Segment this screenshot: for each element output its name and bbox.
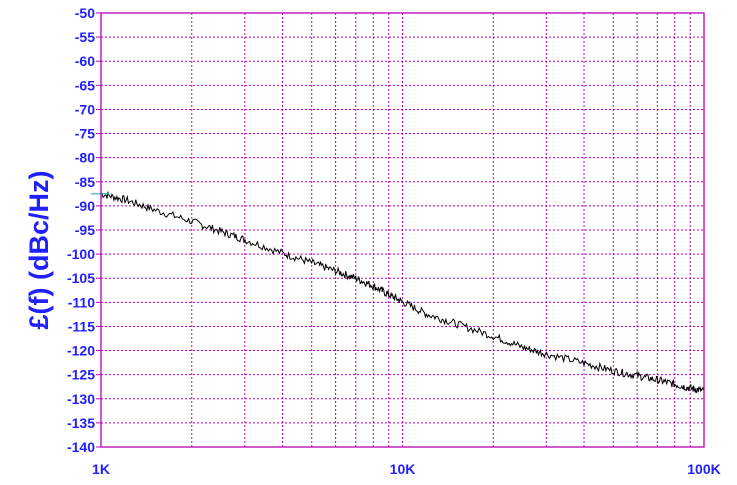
y-tick-label: -125	[67, 367, 95, 383]
grid-lines	[96, 12, 704, 448]
y-tick-label: -115	[68, 318, 95, 334]
series-layer	[91, 190, 705, 394]
x-tick-label: 1K	[92, 461, 110, 477]
x-tick-label: 100K	[687, 461, 720, 477]
y-tick-label: -95	[75, 222, 95, 238]
series-line	[100, 190, 705, 394]
y-tick-labels: -50 -55 -60 -65 -70 -75 -80 -85 -90 -95 -100 -105 -1…	[67, 5, 95, 455]
y-tick-label: -85	[75, 174, 95, 190]
y-tick-label: -60	[75, 53, 95, 69]
y-tick-label: -135	[67, 415, 95, 431]
y-tick-label: -120	[67, 343, 95, 359]
y-tick-label: -70	[75, 101, 95, 117]
plot-frame	[100, 12, 705, 448]
y-tick-label: -130	[67, 391, 95, 407]
y-axis-label: £(f) (dBc/Hz)	[24, 171, 54, 330]
y-tick-label: -100	[67, 246, 95, 262]
y-tick-label: -140	[67, 439, 95, 455]
y-tick-label: -110	[68, 294, 95, 310]
y-tick-label: -80	[75, 150, 95, 166]
y-tick-label: -75	[75, 126, 95, 142]
y-tick-label: -55	[75, 29, 95, 45]
y-tick-label: -90	[75, 198, 95, 214]
x-tick-label: 10K	[390, 461, 416, 477]
x-tick-labels: 1K 10K 100K	[92, 461, 721, 477]
y-tick-label: -105	[67, 270, 95, 286]
y-tick-label: -50	[75, 5, 95, 21]
y-tick-label: -65	[75, 77, 95, 93]
